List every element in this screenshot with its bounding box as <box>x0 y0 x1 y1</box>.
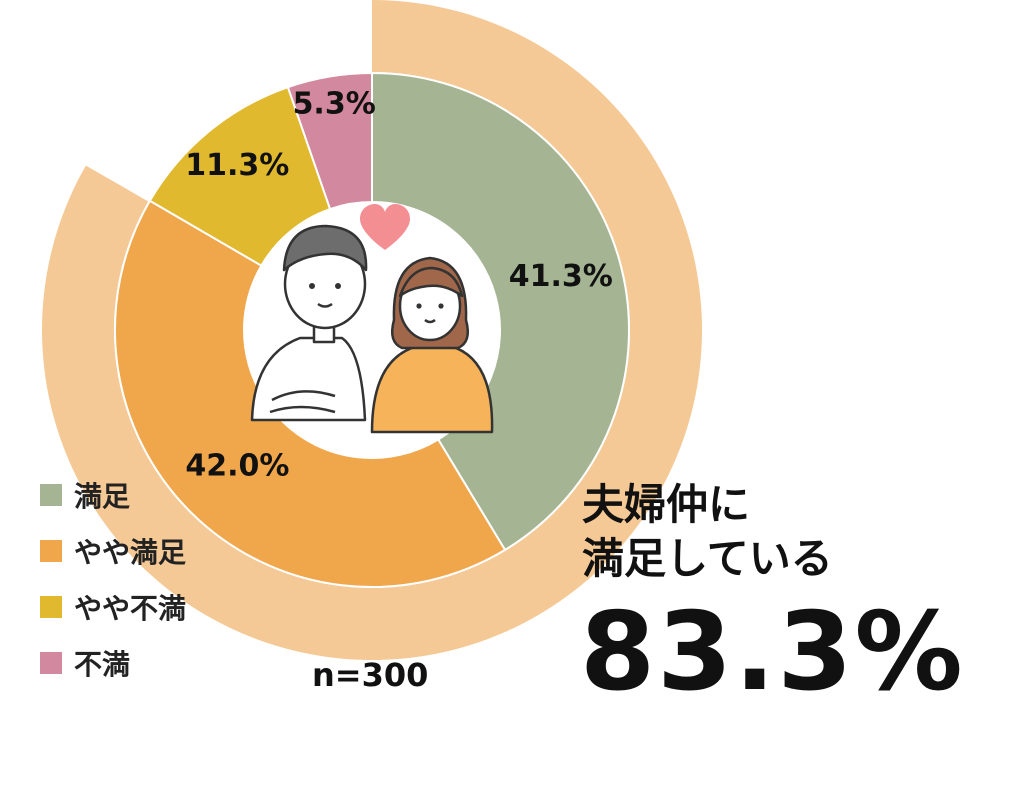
headline-line-2: 満足している <box>582 534 833 583</box>
couple-illustration <box>250 204 494 434</box>
slice-dissatisfied-label: 5.3% <box>293 87 376 122</box>
heart-icon <box>360 204 410 250</box>
headline: 夫婦仲に 満足している <box>582 478 833 586</box>
legend-label: 満足 <box>74 480 131 513</box>
legend: 満足 やや満足 やや不満 不満 <box>40 478 187 681</box>
slice-satisfied-label: 41.3% <box>509 259 613 294</box>
headline-line-1: 夫婦仲に <box>582 480 751 529</box>
sample-size-label: n=300 <box>312 656 429 694</box>
legend-swatch <box>40 484 62 506</box>
legend-swatch <box>40 596 62 618</box>
slice-somewhat-dissatisfied-label: 11.3% <box>185 148 289 183</box>
legend-swatch <box>40 540 62 562</box>
legend-item-somewhat-dissatisfied: やや不満 <box>40 590 187 625</box>
slice-somewhat-satisfied-label: 42.0% <box>185 448 289 483</box>
woman-icon <box>370 256 494 434</box>
legend-item-somewhat-satisfied: やや満足 <box>40 534 187 569</box>
legend-swatch <box>40 652 62 674</box>
legend-label: やや満足 <box>74 536 187 569</box>
man-icon <box>250 224 368 422</box>
legend-label: やや不満 <box>74 592 187 625</box>
legend-item-satisfied: 満足 <box>40 478 186 513</box>
legend-item-dissatisfied: 不満 <box>40 646 186 681</box>
slice-labels-layer: 41.3% 42.0% 11.3%5.3% <box>185 87 613 484</box>
legend-label: 不満 <box>74 648 131 681</box>
big-percentage: 83.3% <box>580 590 965 715</box>
